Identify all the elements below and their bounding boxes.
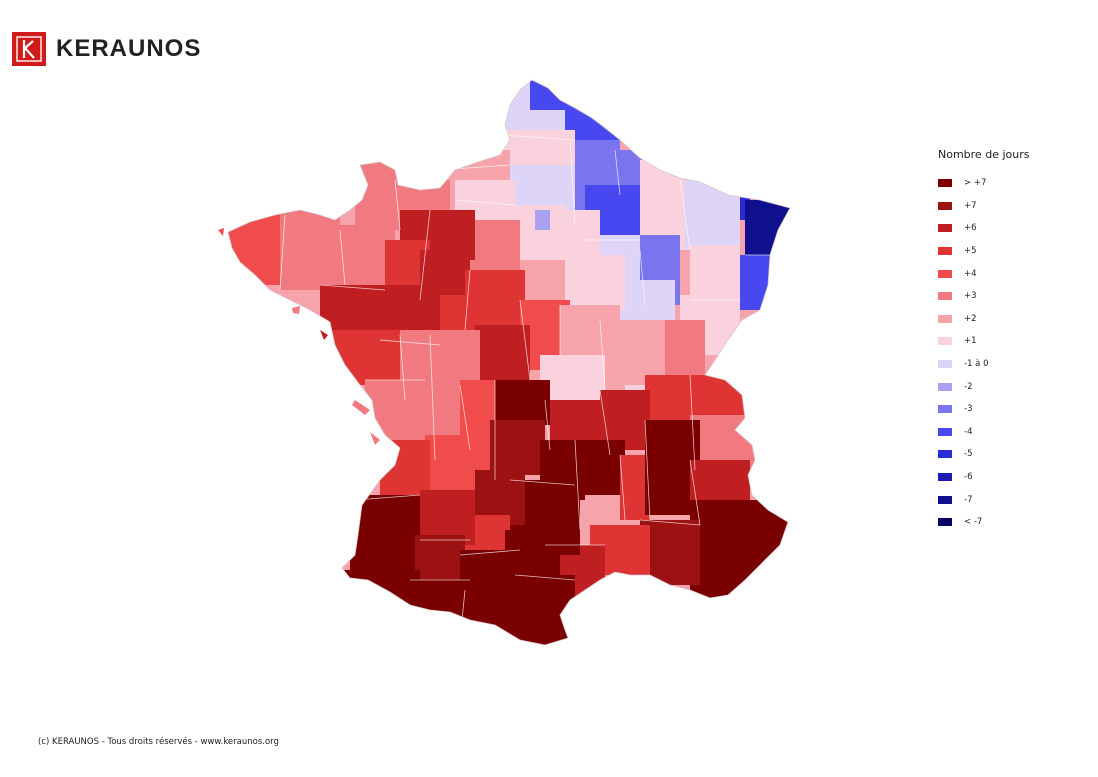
keraunos-logo: KERAUNOS [12,32,201,66]
legend-swatch [938,314,952,323]
legend-label: +3 [964,291,977,302]
france-choropleth-map [218,79,791,646]
legend-label: -4 [964,426,973,437]
map-legend: Nombre de jours > +7 +7 +6 +5 +4 +3 +2 +1 -1 à 0… [938,148,1029,534]
legend-item: +3 [938,285,1029,308]
legend-swatch [938,450,952,459]
legend-item: +1 [938,330,1029,353]
legend-items: > +7 +7 +6 +5 +4 +3 +2 +1 -1 à 0 -2 -3 -4 -5 -6 -7 < -7 [938,172,1029,534]
legend-swatch [938,473,952,482]
legend-swatch [938,247,952,256]
legend-swatch [938,360,952,369]
copyright-footer: (c) KERAUNOS - Tous droits réservés - ww… [38,737,279,747]
legend-swatch [938,405,952,414]
legend-label: +2 [964,313,977,324]
legend-swatch [938,427,952,436]
legend-label: > +7 [964,178,987,189]
legend-label: -2 [964,381,973,392]
legend-item: +5 [938,240,1029,263]
legend-item: +7 [938,195,1029,218]
legend-item: -3 [938,398,1029,421]
legend-swatch [938,179,952,188]
legend-label: +1 [964,336,977,347]
legend-swatch [938,337,952,346]
legend-label: -5 [964,449,973,460]
legend-label: -7 [964,494,973,505]
legend-item: -4 [938,421,1029,444]
legend-item: < -7 [938,511,1029,534]
legend-label: < -7 [964,517,983,528]
legend-item: -6 [938,466,1029,489]
legend-item: +4 [938,262,1029,285]
legend-swatch [938,382,952,391]
legend-item: -7 [938,488,1029,511]
legend-label: -1 à 0 [964,359,989,370]
legend-item: -1 à 0 [938,353,1029,376]
legend-item: -2 [938,375,1029,398]
brand-name: KERAUNOS [56,35,202,62]
legend-label: +6 [964,223,977,234]
legend-swatch [938,495,952,504]
legend-swatch [938,518,952,527]
legend-title: Nombre de jours [938,148,1030,161]
legend-swatch [938,269,952,278]
legend-label: +4 [964,268,977,279]
legend-label: -3 [964,404,973,415]
legend-swatch [938,201,952,210]
legend-label: +5 [964,246,977,257]
legend-label: +7 [964,200,977,211]
keraunos-logo-icon [12,32,46,66]
legend-item: -5 [938,443,1029,466]
legend-label: -6 [964,472,973,483]
legend-swatch [938,224,952,233]
legend-item: +6 [938,217,1029,240]
legend-item: +2 [938,308,1029,331]
legend-item: > +7 [938,172,1029,195]
legend-swatch [938,292,952,301]
